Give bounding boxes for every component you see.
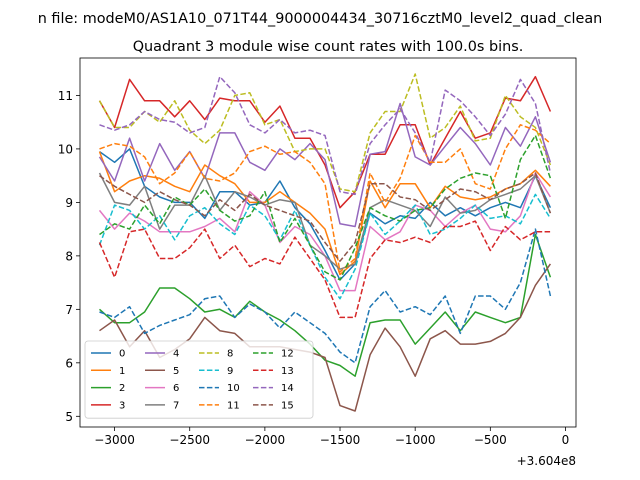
legend-label-13: 13 <box>281 366 294 377</box>
series-line-7 <box>98 172 552 270</box>
series-line-0 <box>99 148 552 281</box>
y-tick-label: 11 <box>58 89 73 103</box>
legend-label-12: 12 <box>281 349 294 360</box>
series-line-4 <box>98 102 552 228</box>
x-tick-label: 0 <box>562 433 570 447</box>
legend-label-1: 1 <box>119 366 125 377</box>
legend-label-8: 8 <box>227 349 233 360</box>
y-tick-label: 8 <box>65 249 73 263</box>
y-tick-label: 10 <box>58 142 73 156</box>
y-tick-label: 9 <box>65 196 73 210</box>
legend-label-5: 5 <box>173 366 179 377</box>
legend-label-7: 7 <box>173 400 179 411</box>
legend-label-6: 6 <box>173 383 179 394</box>
series-line-3 <box>98 75 552 209</box>
plot-area: −3000 −2500 −2000 −1500 −1000 −500 0567891011+… <box>58 57 577 468</box>
legend-label-9: 9 <box>227 366 233 377</box>
x-tick-label: −500 <box>474 433 507 447</box>
series-line-1 <box>98 151 551 276</box>
legend-label-2: 2 <box>119 383 125 394</box>
chart-suptitle: n file: modeM0/AS1A10_071T44_9000004434_… <box>38 11 603 27</box>
y-tick-label: 5 <box>65 410 73 424</box>
y-tick-label: 7 <box>65 303 73 317</box>
x-tick-label: −2000 <box>245 433 286 447</box>
legend-label-11: 11 <box>227 400 240 411</box>
series-line-11 <box>99 124 551 273</box>
legend-label-4: 4 <box>173 349 179 360</box>
series-line-14 <box>99 75 552 196</box>
series-line-12 <box>99 134 552 281</box>
series-line-15 <box>99 172 552 262</box>
series-line-2 <box>99 233 552 377</box>
series-line-10 <box>99 228 552 364</box>
series-line-9 <box>98 193 552 300</box>
y-tick-label: 6 <box>65 356 73 370</box>
series-line-6 <box>98 172 552 292</box>
legend-label-10: 10 <box>227 383 240 394</box>
x-offset-text: +3.604e8 <box>517 454 576 468</box>
legend-label-14: 14 <box>281 383 294 394</box>
x-tick-label: −3000 <box>94 433 135 447</box>
legend-box <box>84 340 314 419</box>
series-line-13 <box>98 220 551 319</box>
legend-label-3: 3 <box>119 400 125 411</box>
x-tick-label: −1500 <box>320 433 361 447</box>
legend-label-0: 0 <box>119 349 125 360</box>
legend-label-15: 15 <box>281 400 294 411</box>
x-tick-label: −2500 <box>169 433 210 447</box>
x-tick-label: −1000 <box>395 433 436 447</box>
axes-frame <box>79 57 577 428</box>
chart-title: Quadrant 3 module wise count rates with … <box>133 39 524 55</box>
series-line-8 <box>98 73 552 193</box>
